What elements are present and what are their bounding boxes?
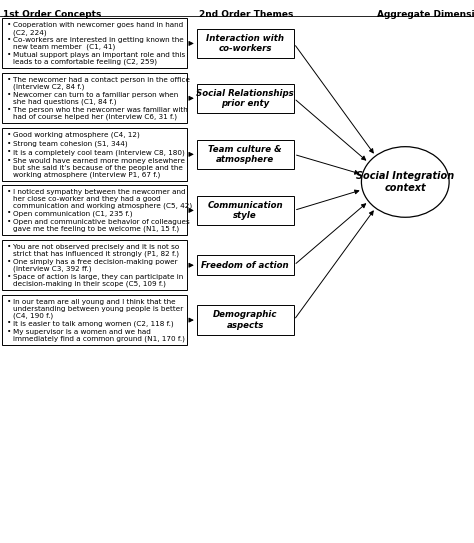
Text: The newcomer had a contact person in the office
(Interview C2, 84 f.): The newcomer had a contact person in the… xyxy=(13,77,190,90)
Text: •: • xyxy=(7,299,11,305)
Bar xyxy=(2,18,187,68)
Text: •: • xyxy=(7,210,11,217)
Bar xyxy=(197,195,294,225)
Bar xyxy=(197,255,294,275)
Text: Open communication (C1, 235 f.): Open communication (C1, 235 f.) xyxy=(13,210,132,217)
Text: •: • xyxy=(7,77,11,83)
Text: •: • xyxy=(7,141,11,147)
Bar xyxy=(2,240,187,290)
Text: The person who the newcomer was familiar with
had of course helped her (Intervie: The person who the newcomer was familiar… xyxy=(13,107,188,120)
Text: •: • xyxy=(7,329,11,335)
Text: •: • xyxy=(7,320,11,326)
Text: Freedom of action: Freedom of action xyxy=(201,261,289,270)
Text: •: • xyxy=(7,132,11,138)
Text: Social Relationships
prior enty: Social Relationships prior enty xyxy=(196,89,294,108)
Text: You are not observed precisely and it is not so
strict that has influenced it st: You are not observed precisely and it is… xyxy=(13,244,179,257)
Bar xyxy=(2,295,187,345)
Text: My supervisor is a women and we had
immediately find a common ground (N1, 170 f.: My supervisor is a women and we had imme… xyxy=(13,329,185,342)
Text: Communication
style: Communication style xyxy=(208,201,283,220)
Text: I noticed sympathy between the newcomer and
her close co-worker and they had a g: I noticed sympathy between the newcomer … xyxy=(13,189,192,209)
Text: Good working atmosphere (C4, 12): Good working atmosphere (C4, 12) xyxy=(13,132,139,138)
Text: •: • xyxy=(7,149,11,155)
Text: Demographic
aspects: Demographic aspects xyxy=(213,311,278,330)
Text: •: • xyxy=(7,274,11,280)
Text: Mutual support plays an important role and this
leads to a comfortable feeling (: Mutual support plays an important role a… xyxy=(13,52,185,65)
Bar xyxy=(197,29,294,58)
Bar xyxy=(2,73,187,123)
Text: Newcomer can turn to a familiar person when
she had questions (C1, 84 f.): Newcomer can turn to a familiar person w… xyxy=(13,92,178,105)
Text: 2nd Order Themes: 2nd Order Themes xyxy=(199,10,293,19)
Text: •: • xyxy=(7,189,11,195)
Text: Interaction with
co-workers: Interaction with co-workers xyxy=(206,34,284,53)
Text: Cooperation with newcomer goes hand in hand
(C2, 224): Cooperation with newcomer goes hand in h… xyxy=(13,22,183,35)
Text: •: • xyxy=(7,92,11,98)
Text: •: • xyxy=(7,259,11,265)
Text: 1st Order Concepts: 1st Order Concepts xyxy=(3,10,102,19)
Text: •: • xyxy=(7,219,11,225)
Bar xyxy=(197,84,294,113)
Text: •: • xyxy=(7,37,11,43)
Text: •: • xyxy=(7,158,11,164)
Text: •: • xyxy=(7,52,11,58)
Bar xyxy=(197,305,294,334)
Text: Team culture &
atmosphere: Team culture & atmosphere xyxy=(209,144,282,164)
Text: Open and communicative behavior of colleagues
gave me the feeling to be welcome : Open and communicative behavior of colle… xyxy=(13,219,190,232)
Text: •: • xyxy=(7,244,11,250)
Bar xyxy=(197,140,294,169)
Text: It is a completely cool team (Interview C8, 180): It is a completely cool team (Interview … xyxy=(13,149,184,156)
Text: Co-workers are interested in getting known the
new team member  (C1, 41): Co-workers are interested in getting kno… xyxy=(13,37,183,50)
Text: •: • xyxy=(7,22,11,28)
Text: Aggregate Dimension: Aggregate Dimension xyxy=(377,10,474,19)
Bar xyxy=(2,128,187,180)
Bar xyxy=(2,185,187,235)
Text: Social Integration
context: Social Integration context xyxy=(356,171,455,193)
Ellipse shape xyxy=(362,147,449,217)
Text: In our team are all young and I think that the
understanding between young peopl: In our team are all young and I think th… xyxy=(13,299,183,319)
Text: She would have earned more money elsewhere
but she said it’s because of the peop: She would have earned more money elsewhe… xyxy=(13,158,185,178)
Text: One simply has a free decision-making power
(Interview C3, 392 ff.): One simply has a free decision-making po… xyxy=(13,259,177,272)
Text: Strong team cohesion (S1, 344): Strong team cohesion (S1, 344) xyxy=(13,141,128,147)
Text: It is easier to talk among women (C2, 118 f.): It is easier to talk among women (C2, 11… xyxy=(13,320,173,326)
Text: Space of action is large, they can participate in
decision-making in their scope: Space of action is large, they can parti… xyxy=(13,274,183,287)
Text: •: • xyxy=(7,107,11,113)
